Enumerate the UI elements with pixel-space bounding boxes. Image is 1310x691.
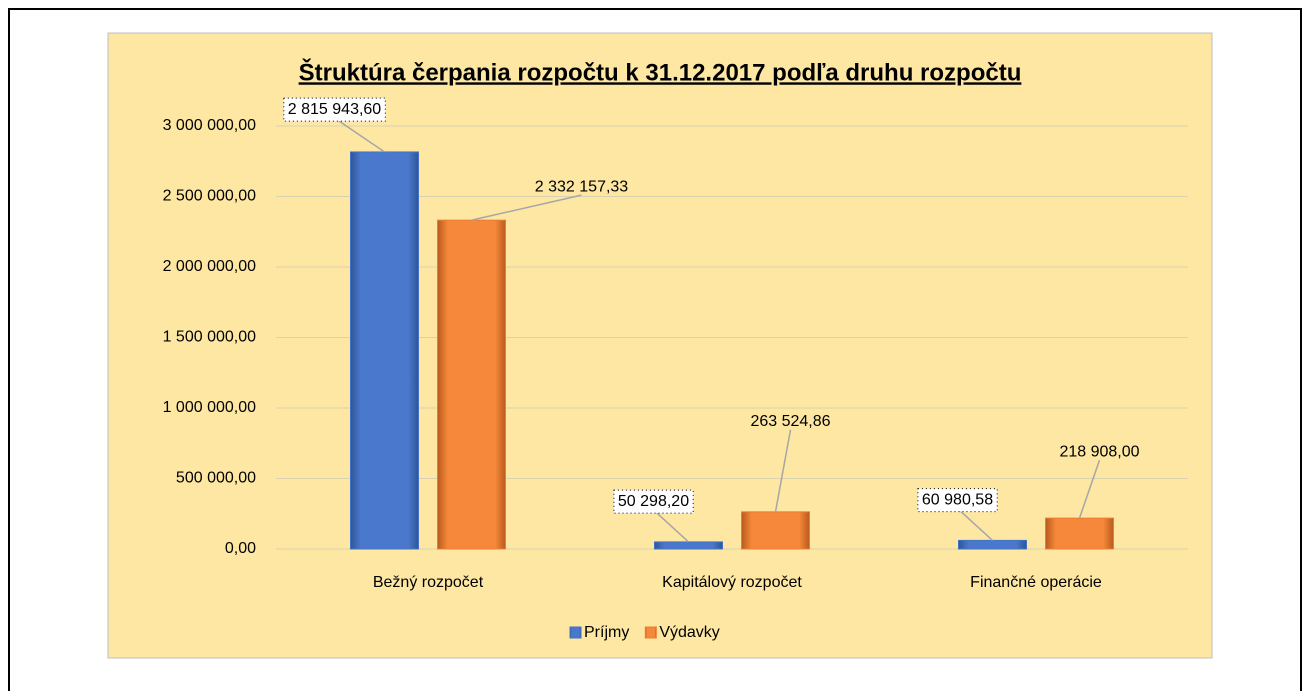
legend-swatch (569, 626, 582, 639)
data-label: 60 980,58 (922, 492, 993, 509)
leader-line (774, 429, 792, 512)
data-label-box (613, 489, 694, 514)
chart-area (107, 32, 1213, 659)
data-label: 263 524,86 (750, 413, 830, 430)
y-tick-label: 2 500 000,00 (163, 188, 257, 205)
legend-label: Príjmy (584, 624, 629, 641)
page-frame (8, 8, 1302, 691)
x-tick-label: Bežný rozpočet (373, 574, 484, 591)
leader-line (1078, 459, 1101, 519)
legend-swatch (644, 626, 657, 639)
y-tick-label: 3 000 000,00 (163, 117, 257, 134)
data-label: 2 332 157,33 (535, 178, 629, 195)
data-label-box (283, 97, 386, 122)
y-tick-label: 1 500 000,00 (163, 329, 257, 346)
bar (741, 511, 810, 550)
x-tick-label: Kapitálový rozpočet (662, 574, 802, 591)
y-tick-label: 2 000 000,00 (163, 258, 257, 275)
data-label: 2 815 943,60 (288, 101, 382, 118)
bar (437, 219, 506, 550)
leader-line (652, 509, 690, 543)
y-tick-label: 1 000 000,00 (163, 399, 257, 416)
data-label: 50 298,20 (618, 493, 689, 510)
x-tick-label: Finančné operácie (970, 574, 1102, 591)
bar (654, 541, 723, 550)
y-tick-label: 0,00 (225, 540, 256, 557)
bar (958, 539, 1027, 550)
chart-title: Štruktúra čerpania rozpočtu k 31.12.2017… (299, 58, 1022, 86)
y-tick-label: 500 000,00 (176, 470, 256, 487)
leader-line (334, 117, 385, 153)
legend-label: Výdavky (659, 624, 719, 641)
data-label-box (917, 488, 998, 513)
bar (350, 151, 419, 550)
data-label: 218 908,00 (1059, 443, 1139, 460)
leader-line (956, 507, 994, 541)
bar (1045, 517, 1114, 550)
leader-line (471, 194, 582, 221)
